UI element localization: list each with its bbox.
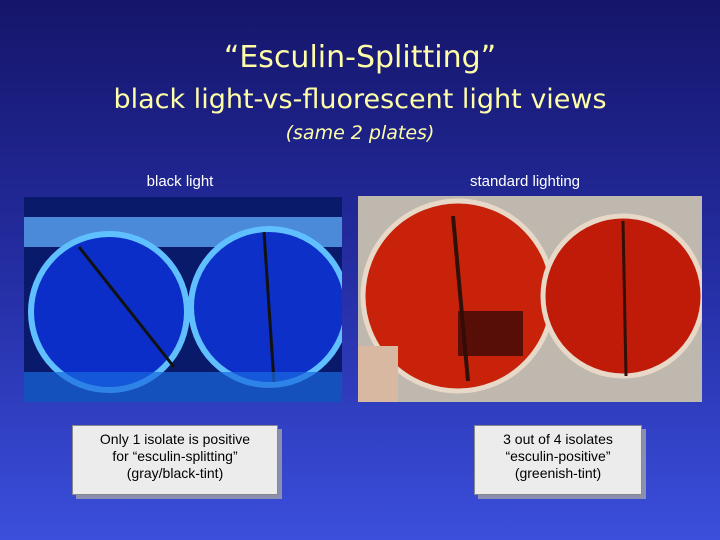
caption-line: “esculin-positive” [505, 448, 611, 464]
subtitle: black light-vs-fluorescent light views [113, 84, 607, 115]
standard-light-photo [358, 196, 702, 402]
caption-line: 3 out of 4 isolates [503, 431, 613, 447]
panel-label: standard lighting [469, 173, 581, 190]
caption-line: (greenish-tint) [514, 465, 602, 481]
caption-box: Only 1 isolate is positive for “esculin-… [72, 425, 278, 495]
note: (same 2 plates) [285, 122, 435, 144]
caption-line: Only 1 isolate is positive [99, 431, 251, 447]
panel-label: black light [146, 173, 214, 190]
caption-box: 3 out of 4 isolates “esculin-positive” (… [474, 425, 642, 495]
caption-line: for “esculin-splitting” [112, 448, 238, 464]
title: “Esculin-Splitting” [223, 40, 497, 75]
black-light-photo [24, 197, 342, 402]
caption-line: (gray/black-tint) [126, 465, 224, 481]
